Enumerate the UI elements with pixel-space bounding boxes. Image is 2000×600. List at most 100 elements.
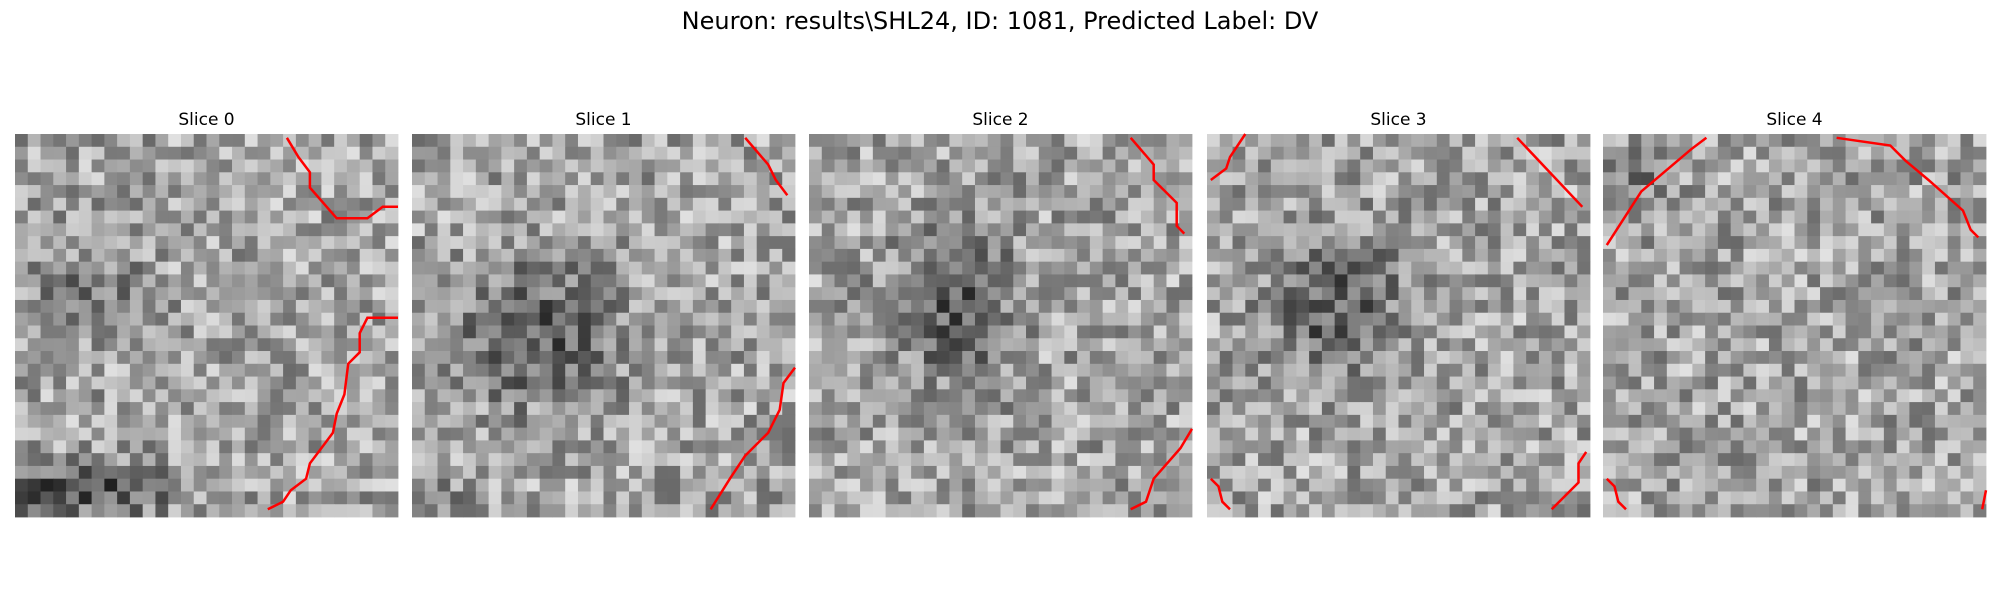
pixel <box>270 376 284 390</box>
pixel <box>1909 453 1923 467</box>
pixel <box>53 312 67 326</box>
pixel <box>1487 376 1502 390</box>
pixel <box>1973 338 1987 352</box>
pixel <box>1820 414 1834 429</box>
pixel <box>437 146 451 160</box>
pixel <box>1666 414 1680 429</box>
pixel <box>1743 299 1757 314</box>
pixel <box>232 402 246 416</box>
pixel <box>1207 325 1221 339</box>
pixel <box>270 134 284 148</box>
pixel <box>168 312 182 326</box>
pixel <box>1321 414 1336 429</box>
pixel <box>385 491 399 505</box>
pixel <box>1794 299 1808 314</box>
pixel <box>1245 325 1259 339</box>
pixel <box>1102 453 1116 467</box>
pixel <box>1538 146 1553 160</box>
pixel <box>1270 338 1284 352</box>
pixel <box>1896 427 1910 441</box>
pixel <box>142 312 156 326</box>
pixel <box>1743 185 1757 199</box>
pixel <box>193 402 207 416</box>
pixel <box>1385 146 1399 160</box>
pixel <box>1641 389 1655 403</box>
pixel <box>718 159 732 173</box>
pixel <box>1115 376 1129 390</box>
pixel <box>129 197 144 211</box>
pixel <box>923 287 938 301</box>
pixel <box>1140 440 1155 454</box>
contour <box>1605 477 1627 511</box>
pixel <box>987 248 1001 263</box>
pixel <box>1628 172 1642 186</box>
pixel <box>193 478 207 492</box>
pixel <box>821 338 835 352</box>
pixel <box>501 185 515 199</box>
pixel <box>15 185 29 199</box>
pixel <box>654 159 668 173</box>
pixel <box>1321 134 1336 148</box>
pixel <box>667 185 681 199</box>
pixel <box>1909 261 1923 275</box>
pixel <box>1475 172 1489 186</box>
pixel <box>1089 172 1104 186</box>
pixel <box>1871 210 1885 224</box>
pixel <box>193 376 207 390</box>
pixel <box>1207 185 1221 199</box>
pixel <box>526 376 541 390</box>
pixel <box>1166 159 1180 173</box>
pixel <box>1398 402 1412 416</box>
pixel <box>1334 299 1348 314</box>
pixel <box>1321 363 1336 377</box>
pixel <box>1947 414 1961 429</box>
pixel <box>809 172 823 186</box>
pixel <box>437 312 451 326</box>
pixel <box>680 427 694 441</box>
pixel <box>1832 299 1846 314</box>
pixel <box>692 414 707 429</box>
pixel <box>526 389 541 403</box>
pixel <box>616 325 630 339</box>
pixel <box>424 197 438 211</box>
pixel <box>769 185 783 199</box>
pixel <box>616 504 630 518</box>
pixel <box>334 146 348 160</box>
pixel <box>1538 465 1553 480</box>
pixel <box>526 261 541 275</box>
pixel <box>654 478 668 492</box>
pixel <box>1577 351 1591 365</box>
pixel <box>1385 197 1399 211</box>
pixel <box>1603 299 1617 314</box>
pixel <box>437 504 451 518</box>
pixel <box>424 159 438 173</box>
pixel <box>1398 389 1412 403</box>
pixel <box>756 363 770 377</box>
pixel <box>847 376 861 390</box>
pixel <box>1166 261 1180 275</box>
pixel <box>180 440 195 454</box>
pixel <box>1207 478 1221 492</box>
pixel <box>1296 248 1310 263</box>
pixel <box>1179 338 1193 352</box>
pixel <box>1449 185 1463 199</box>
pixel <box>629 223 643 237</box>
pixel <box>1934 504 1949 518</box>
pixel <box>359 465 373 480</box>
pixel <box>565 453 579 467</box>
pixel <box>1628 210 1642 224</box>
pixel <box>1436 440 1450 454</box>
pixel <box>1153 504 1167 518</box>
pixel <box>1360 223 1374 237</box>
pixel <box>1896 287 1910 301</box>
pixel <box>1743 197 1757 211</box>
pixel <box>308 223 322 237</box>
pixel <box>1296 287 1310 301</box>
pixel <box>1909 312 1923 326</box>
pixel <box>488 478 502 492</box>
pixel <box>936 159 950 173</box>
pixel <box>244 197 258 211</box>
pixel <box>667 351 681 365</box>
pixel <box>782 159 796 173</box>
pixel <box>1526 287 1540 301</box>
